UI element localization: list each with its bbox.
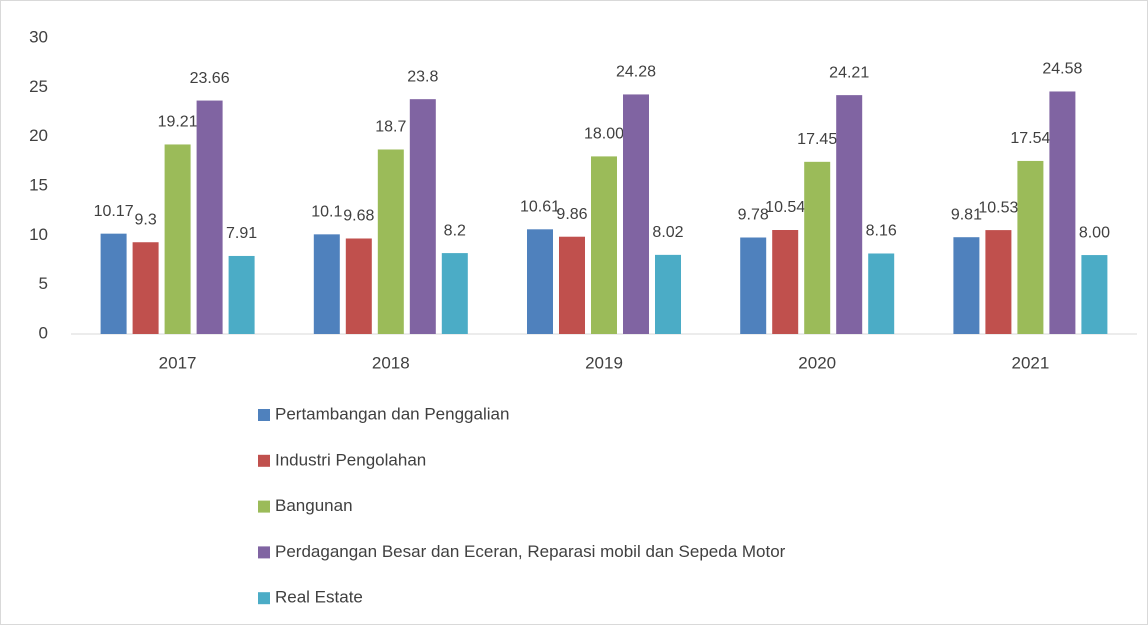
y-tick-label: 10: [29, 225, 48, 244]
bar: [196, 100, 223, 335]
bar: [1081, 255, 1108, 334]
x-tick-label: 2019: [585, 353, 623, 372]
data-label: 10.17: [94, 203, 134, 220]
bar: [377, 149, 404, 334]
legend-label: Pertambangan dan Penggalian: [275, 404, 509, 423]
bar: [100, 233, 127, 334]
data-label: 19.21: [158, 114, 198, 131]
legend-swatch: [258, 454, 270, 467]
data-label: 17.54: [1010, 130, 1050, 147]
bar: [559, 236, 585, 334]
bar: [804, 161, 831, 334]
bar: [1049, 91, 1076, 335]
x-tick-label: 2018: [372, 353, 410, 372]
y-tick-label: 5: [39, 274, 48, 293]
legend-label: Real Estate: [275, 588, 363, 607]
data-label: 24.28: [616, 64, 656, 81]
legend-swatch: [258, 500, 270, 513]
bar: [623, 94, 649, 334]
data-label: 23.66: [190, 70, 230, 87]
data-label: 24.21: [829, 64, 869, 81]
legend-label: Industri Pengolahan: [275, 450, 426, 469]
bar: [527, 229, 553, 334]
data-label: 9.78: [738, 207, 769, 224]
x-tick-label: 2020: [798, 353, 836, 372]
data-label: 18.00: [584, 126, 624, 143]
data-label: 18.7: [375, 119, 406, 136]
bar: [740, 237, 767, 334]
y-tick-label: 20: [29, 126, 48, 145]
y-tick-label: 0: [39, 323, 48, 342]
bar: [655, 254, 681, 334]
data-label: 9.68: [343, 208, 374, 225]
bar: [772, 230, 799, 334]
data-label: 10.61: [520, 199, 560, 216]
data-label: 9.3: [134, 211, 156, 228]
bar: [441, 253, 468, 334]
legend-label: Bangunan: [275, 496, 353, 515]
data-label: 24.58: [1042, 61, 1082, 78]
y-tick-label: 25: [29, 77, 48, 96]
bar: [868, 253, 895, 334]
bar: [345, 238, 372, 334]
data-label: 9.86: [556, 206, 587, 223]
data-label: 8.16: [866, 223, 897, 240]
y-tick-label: 30: [29, 27, 48, 46]
bar: [313, 234, 340, 334]
legend-swatch: [258, 409, 270, 421]
data-label: 10.53: [978, 199, 1018, 216]
bar: [591, 156, 617, 334]
bar: [409, 99, 436, 334]
bar: [953, 237, 980, 334]
bar: [1017, 160, 1044, 334]
x-tick-label: 2021: [1011, 353, 1049, 372]
legend-swatch: [258, 592, 270, 605]
data-label: 7.91: [226, 225, 257, 242]
data-label: 17.45: [797, 131, 837, 148]
bar: [228, 255, 255, 334]
bar: [836, 95, 863, 335]
x-tick-label: 2017: [159, 353, 197, 372]
bar: [164, 144, 191, 334]
data-label: 10.54: [765, 199, 805, 216]
legend-swatch: [258, 546, 270, 559]
data-label: 23.8: [407, 68, 438, 85]
y-tick-label: 15: [29, 175, 48, 194]
data-label: 8.02: [652, 224, 683, 241]
data-label: 9.81: [951, 206, 982, 223]
data-label: 8.00: [1079, 224, 1110, 241]
legend-label: Perdagangan Besar dan Eceran, Reparasi m…: [275, 542, 786, 561]
bar: [985, 230, 1012, 334]
data-label: 8.2: [444, 222, 466, 239]
bar: [132, 242, 159, 334]
data-label: 10.1: [311, 204, 342, 221]
